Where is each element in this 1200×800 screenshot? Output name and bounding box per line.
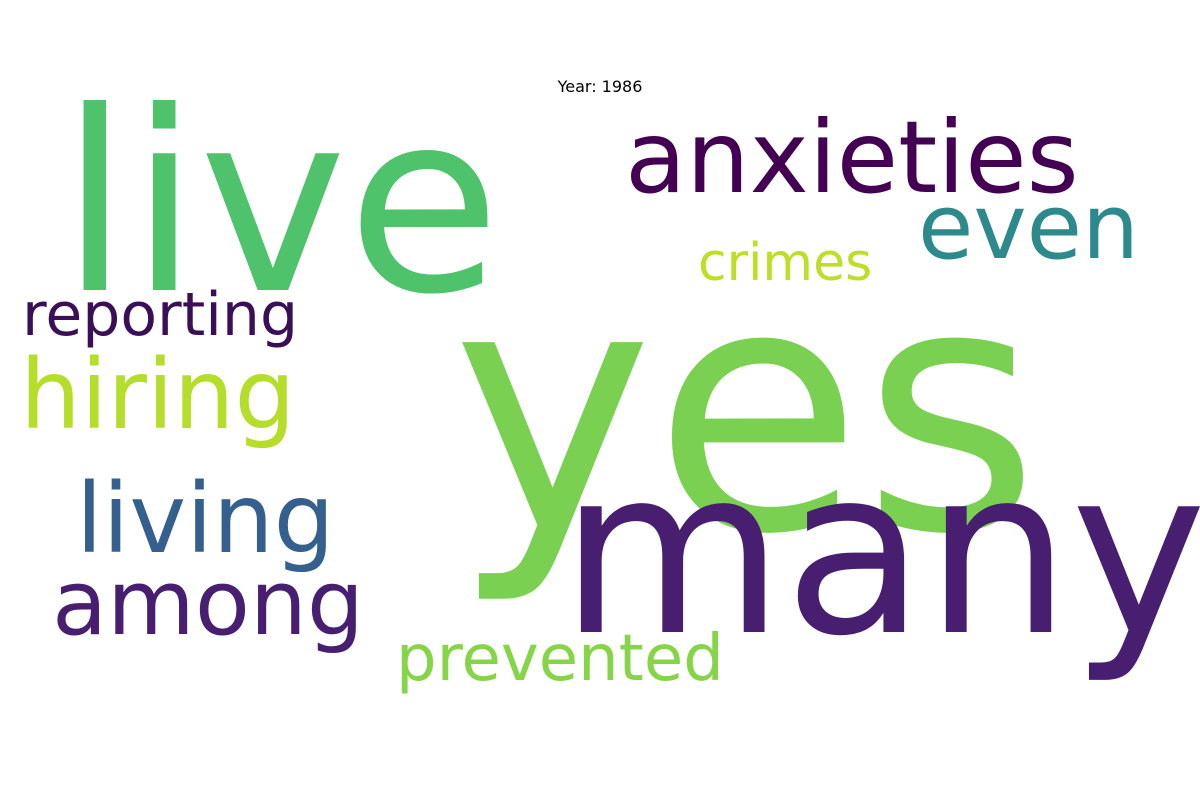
cloud-word-prevented: prevented: [396, 622, 724, 696]
cloud-word-living: living: [76, 463, 335, 575]
cloud-word-even: even: [918, 175, 1139, 280]
cloud-word-crimes: crimes: [698, 233, 872, 293]
cloud-word-hiring: hiring: [20, 339, 295, 451]
cloud-word-among: among: [52, 551, 364, 656]
cloud-word-live: live: [60, 58, 501, 349]
cloud-title: Year: 1986: [557, 77, 643, 96]
cloud-word-yes: yes: [452, 213, 1040, 609]
cloud-word-reporting: reporting: [22, 280, 298, 350]
cloud-word-anxieties: anxieties: [625, 99, 1079, 216]
cloud-word-many: many: [560, 420, 1200, 687]
